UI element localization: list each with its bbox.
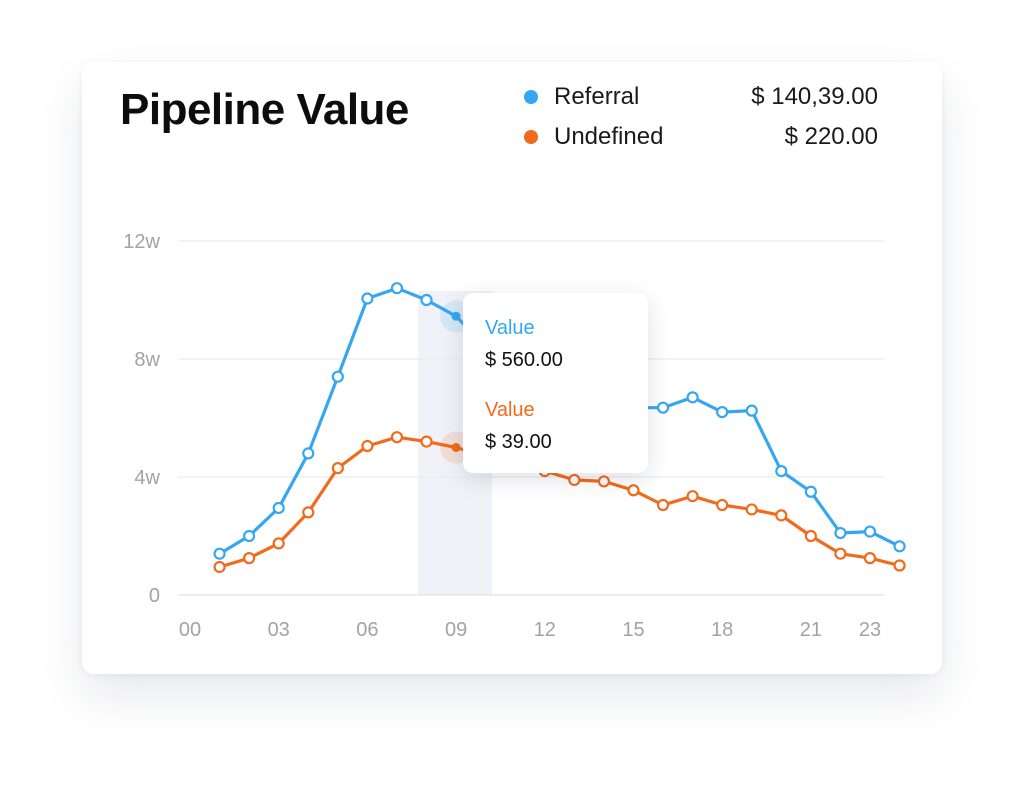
data-point <box>331 370 344 383</box>
chart-tooltip: Value $ 560.00 Value $ 39.00 <box>463 293 648 473</box>
x-tick-label: 12 <box>534 619 556 641</box>
y-tick-label: 4w <box>134 467 160 489</box>
data-point <box>775 465 788 478</box>
data-point <box>361 292 374 305</box>
data-point <box>597 475 611 488</box>
legend-value: $ 140,39.00 <box>751 83 878 110</box>
data-point <box>390 282 404 295</box>
x-tick-label: 00 <box>179 619 201 641</box>
x-tick-label: 06 <box>356 619 378 641</box>
data-point <box>745 404 758 417</box>
data-point <box>627 484 640 497</box>
data-point <box>272 537 285 550</box>
data-point <box>302 506 315 519</box>
tooltip-label-undefined: Value <box>485 399 535 421</box>
x-tick-label: 15 <box>622 619 644 641</box>
y-tick-label: 0 <box>149 585 160 607</box>
y-tick-label: 12w <box>123 231 160 253</box>
data-point <box>420 435 433 448</box>
data-point <box>686 490 699 503</box>
data-point <box>656 401 670 414</box>
data-point <box>893 559 906 572</box>
legend: Referral $ 140,39.00 Undefined $ 220.00 <box>522 78 882 158</box>
legend-value: $ 220.00 <box>784 123 878 150</box>
data-point <box>213 547 226 560</box>
data-point <box>331 462 344 475</box>
data-point <box>390 431 404 444</box>
data-point <box>568 473 581 487</box>
chart-title: Pipeline Value <box>120 85 409 134</box>
data-point <box>716 498 729 512</box>
data-point <box>686 391 699 404</box>
data-point <box>893 540 906 553</box>
data-point <box>213 560 226 574</box>
data-point <box>863 552 877 565</box>
data-point <box>775 509 788 522</box>
legend-item-undefined[interactable]: Undefined $ 220.00 <box>522 118 882 158</box>
data-point <box>302 447 315 460</box>
x-tick-label: 09 <box>445 619 467 641</box>
legend-label: Undefined <box>554 123 664 150</box>
x-tick-label: 21 <box>800 619 822 641</box>
data-point <box>745 503 758 516</box>
data-point <box>420 293 433 307</box>
data-point <box>834 526 847 540</box>
x-tick-label: 23 <box>859 619 881 641</box>
tooltip-label-referral: Value <box>485 317 535 339</box>
data-point <box>656 498 670 512</box>
data-point <box>716 406 729 419</box>
data-point <box>272 501 285 515</box>
data-point <box>243 529 256 543</box>
legend-label: Referral <box>554 83 640 110</box>
legend-item-referral[interactable]: Referral $ 140,39.00 <box>522 78 882 118</box>
data-point <box>361 439 374 453</box>
x-tick-label: 03 <box>268 619 290 641</box>
data-point <box>863 525 877 538</box>
x-tick-label: 18 <box>711 619 733 641</box>
legend-dot-icon <box>524 90 538 104</box>
data-point <box>451 443 461 452</box>
y-tick-label: 8w <box>134 349 160 371</box>
tooltip-value-undefined: $ 39.00 <box>485 431 552 453</box>
data-point <box>243 552 256 565</box>
legend-dot-icon <box>524 130 538 144</box>
data-point <box>804 529 817 543</box>
data-point <box>451 311 461 321</box>
data-point <box>804 485 817 498</box>
tooltip-value-referral: $ 560.00 <box>485 349 563 371</box>
data-point <box>834 547 847 560</box>
